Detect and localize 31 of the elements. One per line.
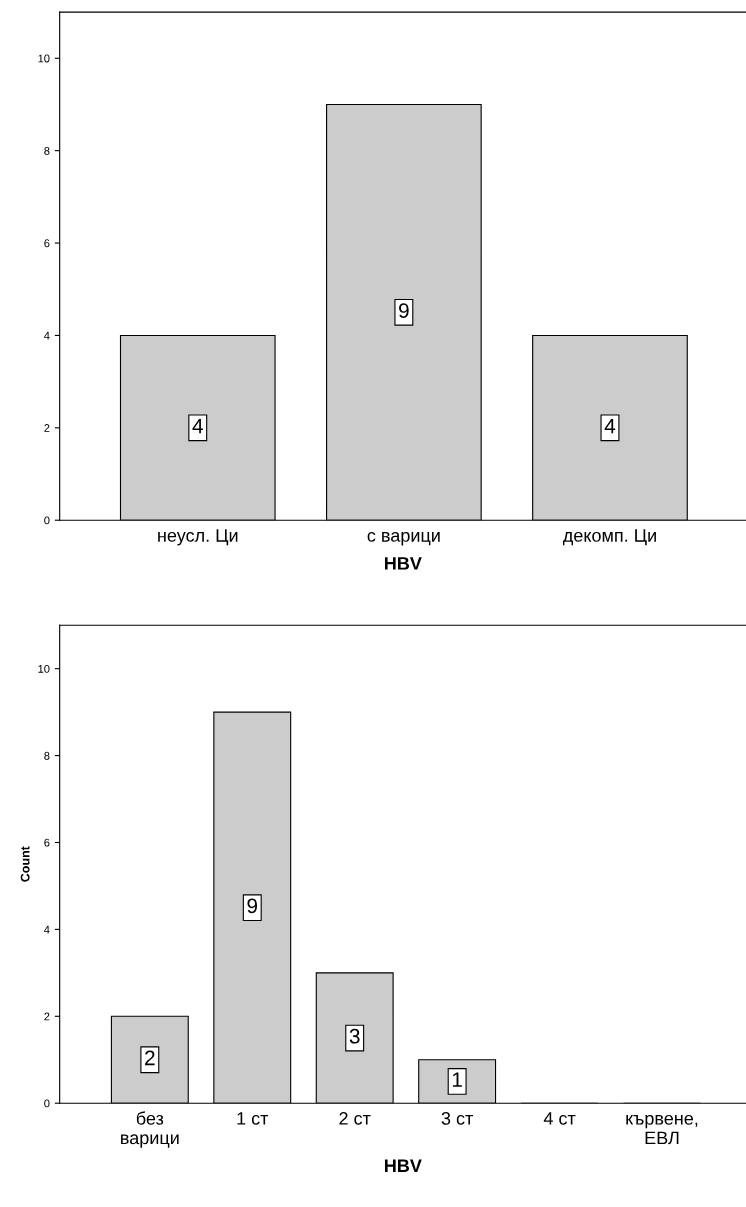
y-tick-label: 2 [44, 424, 50, 432]
y-tick-label: 10 [38, 664, 50, 673]
data-label: 9 [247, 898, 258, 914]
y-tick-label: 2 [44, 1012, 50, 1021]
x-tick-label: без варици [121, 1111, 179, 1148]
x-axis-title: HBV [384, 557, 422, 570]
data-label: 2 [145, 1050, 155, 1066]
y-tick-label: 6 [44, 838, 50, 847]
x-tick-label: 1 ст [237, 1112, 269, 1125]
x-tick-label: декомп. Ци [562, 529, 656, 546]
data-label: 4 [192, 418, 203, 434]
x-axis-title: HBV [384, 1159, 422, 1173]
data-label: 4 [604, 418, 616, 434]
x-tick-label: кървене, ЕВЛ [626, 1114, 698, 1145]
x-tick-label: 2 ст [339, 1112, 371, 1125]
y-tick-label: 10 [38, 54, 50, 63]
x-tick-label: 3 ст [441, 1112, 473, 1125]
data-label: 9 [399, 303, 409, 318]
x-tick-label: неусл. Ци [158, 529, 238, 546]
x-tick-label: с варици [367, 531, 440, 546]
y-tick-label: 8 [44, 751, 50, 760]
y-tick-label: 0 [44, 516, 50, 525]
y-tick-label: 4 [44, 925, 50, 934]
y-tick-label: 0 [44, 1099, 50, 1108]
y-axis-title: Count [20, 846, 30, 882]
y-tick-label: 4 [44, 331, 50, 340]
y-tick-label: 8 [44, 146, 50, 155]
data-label: 1 [452, 1072, 462, 1087]
data-label: 3 [349, 1028, 360, 1044]
x-tick-label: 4 ст [543, 1112, 576, 1125]
y-tick-label: 6 [44, 239, 50, 248]
